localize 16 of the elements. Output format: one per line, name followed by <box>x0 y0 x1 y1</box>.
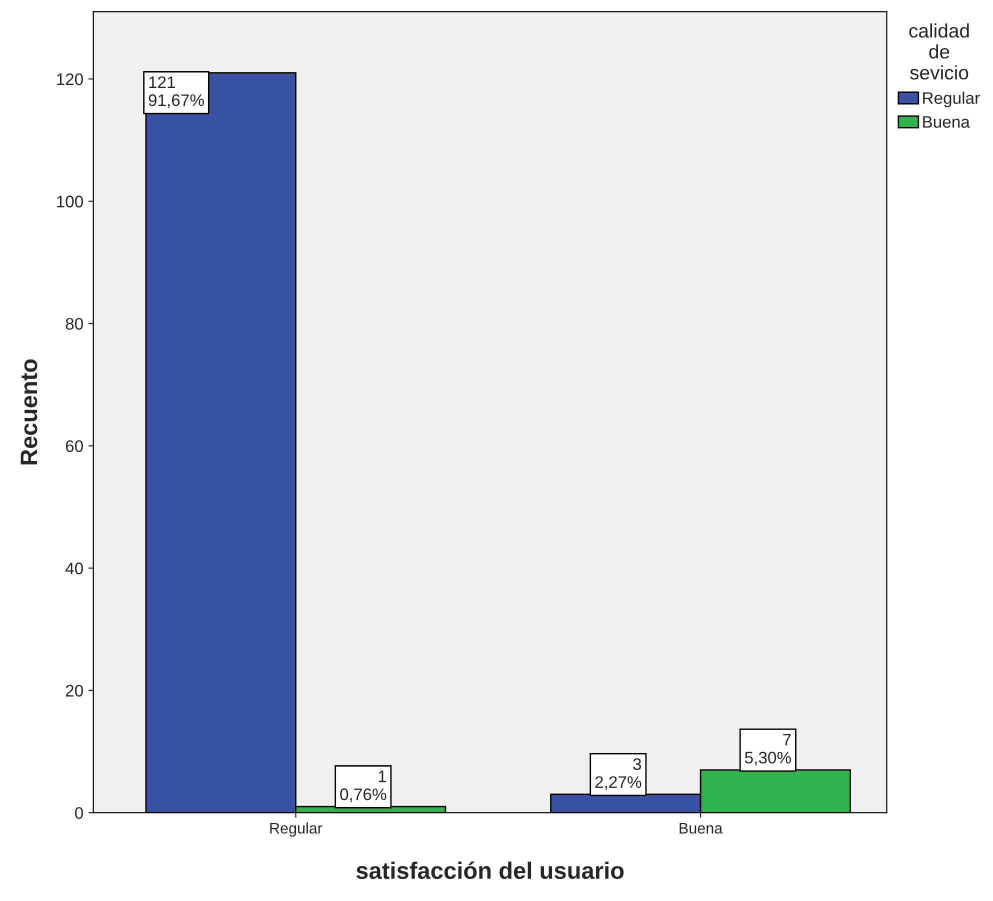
legend-label: Regular <box>923 92 980 108</box>
legend-title: calidad de sevicio <box>909 23 969 80</box>
y-tick-label: 100 <box>57 196 83 208</box>
y-tick-label: 0 <box>75 807 83 819</box>
y-tick-label: 60 <box>66 440 83 452</box>
y-tick-label: 120 <box>57 73 83 86</box>
data-label: 3 2,27% <box>595 758 642 790</box>
y-tick-label: 20 <box>66 684 83 697</box>
y-tick-label: 40 <box>65 562 83 574</box>
data-label: 1 0,76% <box>340 770 386 802</box>
data-label: 7 5,30% <box>744 734 791 766</box>
legend-label: Buena <box>923 116 970 128</box>
y-axis-title: Recuento <box>20 359 38 464</box>
x-axis-title: satisfacción del usuario <box>356 861 624 880</box>
y-tick-label: 80 <box>66 318 83 330</box>
data-label: 121 91,67% <box>148 76 204 108</box>
